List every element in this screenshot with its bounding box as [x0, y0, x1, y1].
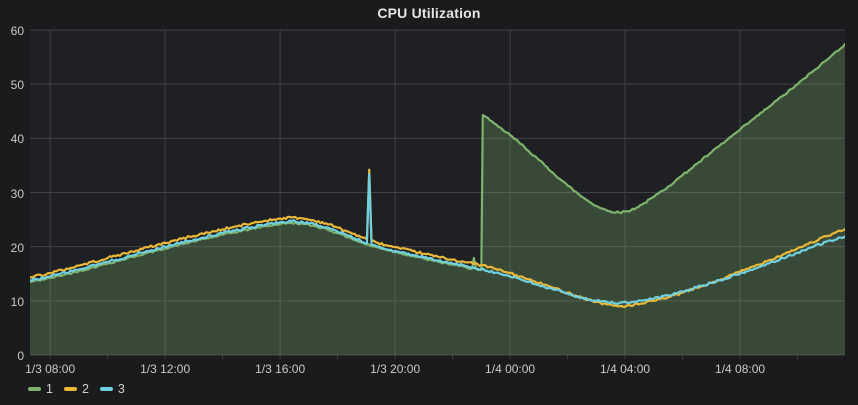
x-axis-tick-label: 1/3 08:00 [25, 362, 76, 376]
legend-swatch [28, 387, 41, 392]
legend: 1 2 3 [28, 383, 125, 396]
y-axis-tick-label: 20 [10, 240, 24, 255]
y-axis-tick-label: 40 [10, 132, 24, 147]
legend-item-2[interactable]: 2 [63, 382, 89, 396]
y-axis-tick-label: 10 [10, 294, 24, 309]
y-axis-tick-label: 50 [10, 78, 24, 93]
x-axis-tick-label: 1/3 16:00 [255, 362, 306, 376]
series-3-line [30, 172, 845, 306]
legend-item-1[interactable]: 1 [28, 383, 53, 396]
x-axis-tick-label: 1/4 08:00 [715, 362, 766, 376]
legend-swatch [99, 387, 113, 392]
x-axis-tick-label: 1/3 20:00 [370, 362, 421, 376]
legend-label: 2 [81, 382, 89, 396]
y-axis-tick-label: 0 [17, 349, 24, 363]
y-axis-tick-label: 30 [10, 186, 24, 201]
x-axis-tick-label: 1/4 00:00 [485, 362, 536, 376]
legend-label: 3 [117, 382, 125, 396]
legend-item-3[interactable]: 3 [99, 382, 125, 396]
series-1-fill [30, 44, 845, 355]
legend-swatch [63, 387, 77, 392]
legend-label: 1 [46, 382, 53, 396]
x-axis-tick-label: 1/4 04:00 [600, 362, 651, 376]
panel-title[interactable]: CPU Utilization [377, 5, 481, 21]
y-axis-tick-label: 60 [10, 24, 24, 38]
x-axis-tick-label: 1/3 12:00 [140, 362, 191, 376]
